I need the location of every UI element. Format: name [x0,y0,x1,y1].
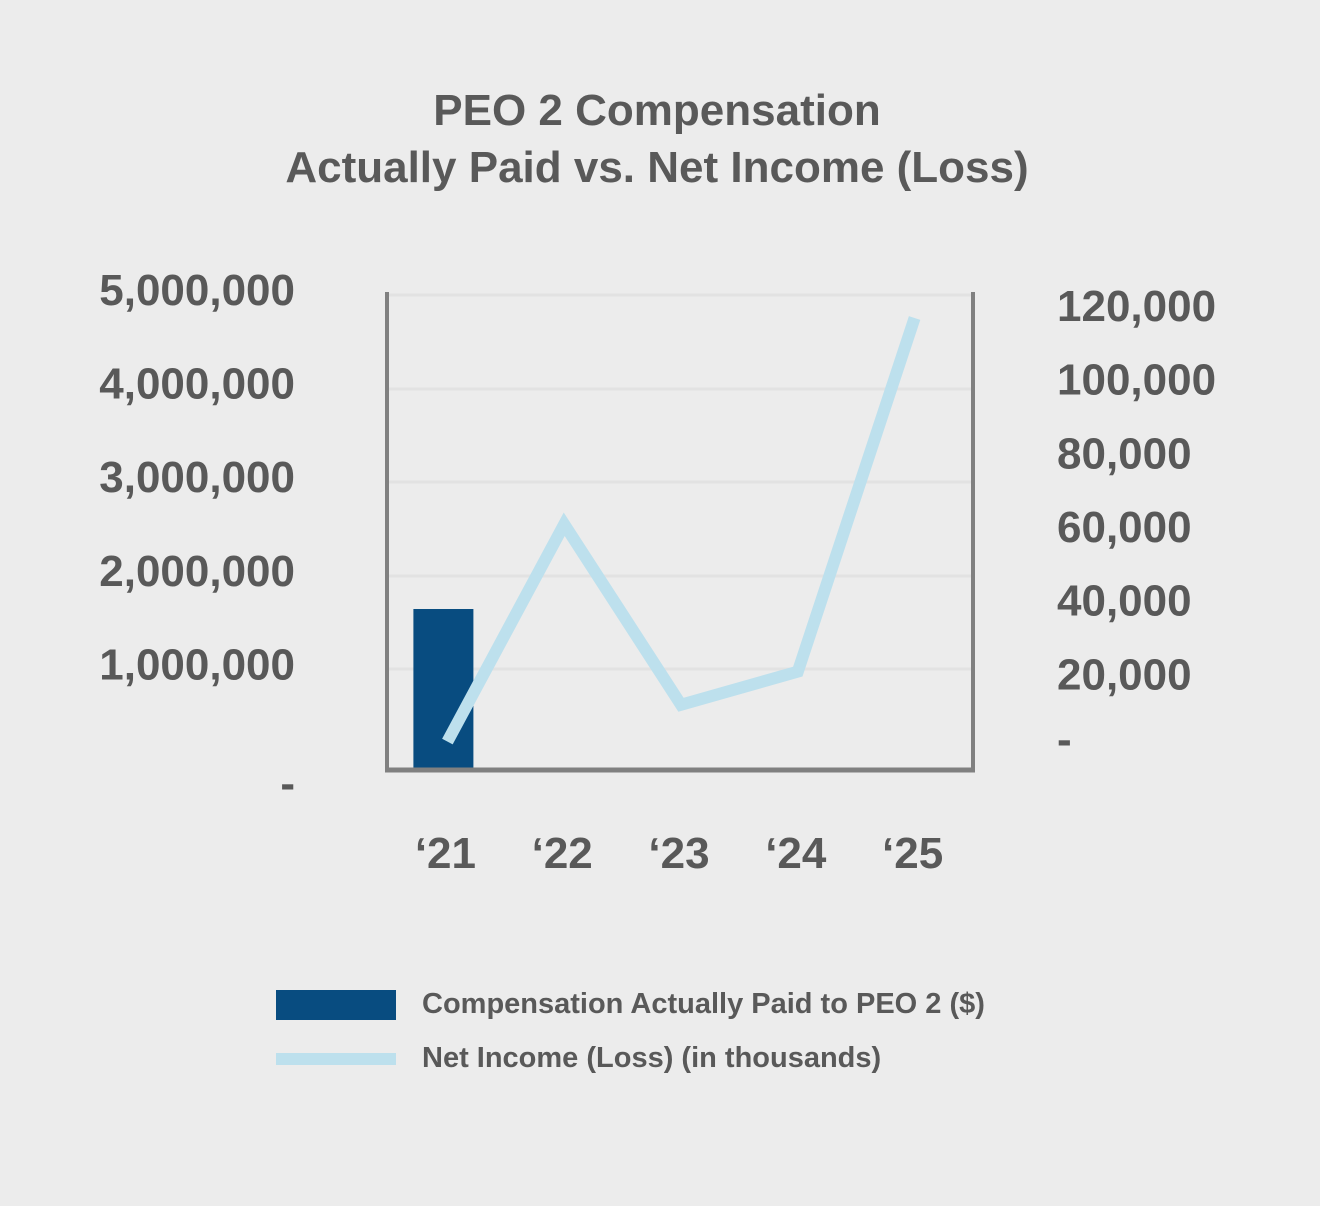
right-axis-tick-label: 120,000 [1057,282,1216,331]
legend-label-compensation: Compensation Actually Paid to PEO 2 ($) [422,988,985,1020]
right-axis-tick-label: 20,000 [1057,650,1192,699]
right-axis-tick-label: 80,000 [1057,429,1192,478]
right-axis-tick-label: 60,000 [1057,503,1192,552]
x-axis-tick-label: ‘25 [882,829,943,878]
right-axis-tick-label: 40,000 [1057,577,1192,626]
left-axis-tick-label: 4,000,000 [99,360,295,409]
left-axis-tick-label: 2,000,000 [99,547,295,596]
x-axis-tick-label: ‘23 [648,829,709,878]
chart-title-line-2: Actually Paid vs. Net Income (Loss) [285,143,1029,192]
chart-title: PEO 2 Compensation Actually Paid vs. Net… [0,82,1314,196]
legend-swatch-bar [276,990,396,1020]
line-net-income [442,316,921,745]
left-axis-tick-label: 5,000,000 [99,266,295,315]
chart-title-line-1: PEO 2 Compensation [433,86,881,135]
legend-swatch-line [276,1053,396,1065]
right-axis-tick-label: - [1057,715,1072,764]
left-axis-tick-label: 1,000,000 [99,640,295,689]
legend-label-net-income: Net Income (Loss) (in thousands) [422,1042,882,1074]
left-axis-tick-label: - [280,759,295,808]
right-axis-tick-label: 100,000 [1057,356,1216,405]
x-axis-tick-label: ‘21 [415,829,476,878]
bar-compensation [413,609,474,770]
x-axis-tick-label: ‘22 [532,829,593,878]
left-axis-tick-label: 3,000,000 [99,453,295,502]
x-axis-tick-label: ‘24 [765,829,827,878]
